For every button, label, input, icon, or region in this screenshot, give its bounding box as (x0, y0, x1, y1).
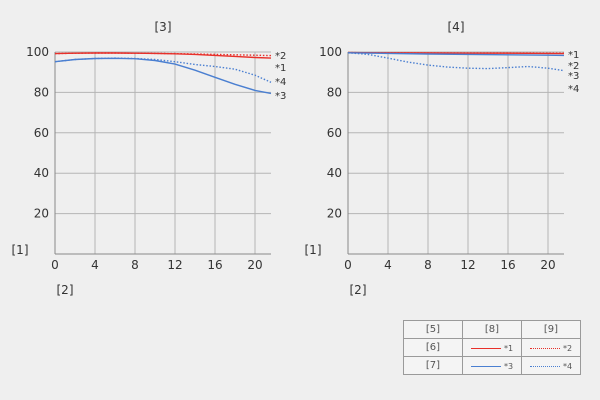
legend-line-2 (529, 348, 560, 349)
y-tick-label: 40 (34, 166, 49, 180)
x-tick-label: 0 (344, 258, 352, 272)
y-tick-label: 80 (34, 85, 49, 99)
legend-swatch-solid-blue: *3 (462, 356, 522, 375)
y-tick-label: 60 (327, 126, 342, 140)
x-tick-label: 20 (540, 258, 555, 272)
legend-line-4 (529, 366, 560, 367)
legend-header-corner: [5] (403, 320, 463, 339)
y-tick-label: 100 (26, 45, 49, 59)
legend-table: [5] [8] [9] [6] *1 *2 [7] *3 *4 (403, 320, 581, 375)
y-axis-label: [1] (12, 243, 29, 257)
series-end-label: *2 (275, 51, 286, 62)
series-end-label: *3 (275, 91, 286, 102)
chart-title: [4] (448, 20, 465, 34)
series-end-label: *1 (568, 50, 579, 61)
legend-swatch-label: *3 (503, 362, 514, 371)
x-tick-label: 4 (91, 258, 99, 272)
x-axis-label: [2] (57, 283, 74, 297)
legend-swatch-label: *1 (503, 344, 514, 353)
series-line-n2 (54, 52, 272, 57)
x-tick-label: 16 (207, 258, 222, 272)
x-tick-label: 20 (247, 258, 262, 272)
x-tick-label: 0 (51, 258, 59, 272)
legend-header-solid: [8] (462, 320, 522, 339)
x-axis-label: [2] (350, 283, 367, 297)
series-end-label: *3 (568, 71, 579, 82)
y-tick-label: 20 (34, 207, 49, 221)
legend-swatch-dotted-blue: *4 (521, 356, 581, 375)
legend-swatch-label: *4 (562, 362, 573, 371)
y-tick-label: 100 (319, 45, 342, 59)
chart-title: [3] (155, 20, 172, 34)
series-line-n4 (347, 52, 565, 72)
legend-header-dotted: [9] (521, 320, 581, 339)
legend-line-1 (470, 348, 501, 349)
x-tick-label: 8 (131, 258, 139, 272)
series-line-n3 (347, 52, 565, 57)
y-axis-label: [1] (305, 243, 322, 257)
y-tick-label: 20 (327, 207, 342, 221)
legend-swatch-label: *2 (562, 344, 573, 353)
y-tick-label: 40 (327, 166, 342, 180)
series-end-label: *4 (275, 77, 286, 88)
series-line-n1 (54, 52, 272, 59)
legend-swatch-solid-red: *1 (462, 338, 522, 357)
legend-row-label: [6] (403, 338, 463, 357)
legend-row-label: [7] (403, 356, 463, 375)
x-tick-label: 4 (384, 258, 392, 272)
series-end-label: *4 (568, 84, 579, 95)
y-tick-label: 60 (34, 126, 49, 140)
series-line-n3 (54, 57, 272, 95)
x-tick-label: 8 (424, 258, 432, 272)
x-tick-label: 12 (167, 258, 182, 272)
legend-swatch-dotted-red: *2 (521, 338, 581, 357)
y-tick-label: 80 (327, 85, 342, 99)
x-tick-label: 12 (460, 258, 475, 272)
series-end-label: *2 (568, 61, 579, 72)
series-end-label: *1 (275, 63, 286, 74)
series-line-n4 (54, 57, 272, 83)
legend-line-3 (470, 366, 501, 367)
x-tick-label: 16 (500, 258, 515, 272)
